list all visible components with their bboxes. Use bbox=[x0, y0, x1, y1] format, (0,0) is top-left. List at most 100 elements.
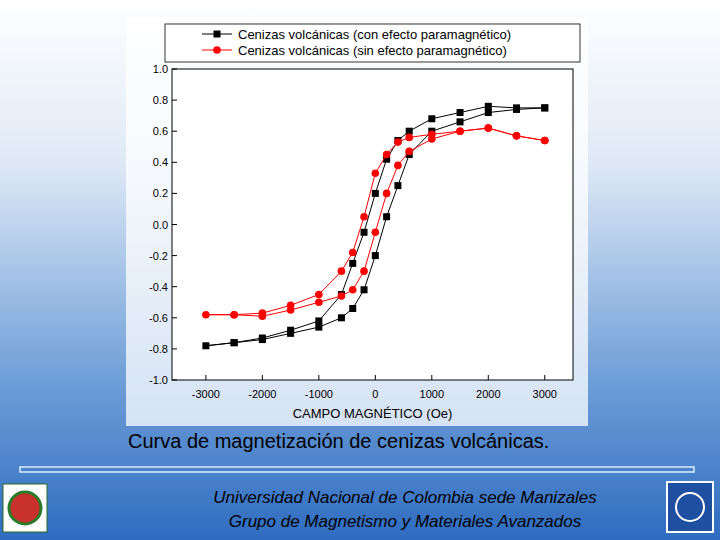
point bbox=[231, 339, 238, 346]
point bbox=[349, 260, 356, 267]
point bbox=[259, 336, 266, 343]
y-tick bbox=[172, 131, 177, 132]
x-tick-label: 1000 bbox=[420, 388, 444, 400]
point bbox=[456, 127, 464, 135]
point bbox=[287, 306, 295, 314]
point bbox=[315, 298, 323, 306]
x-tick bbox=[544, 375, 545, 380]
x-tick bbox=[488, 375, 489, 380]
point bbox=[372, 228, 380, 236]
point bbox=[394, 162, 402, 170]
point bbox=[338, 267, 346, 275]
plot-data bbox=[202, 103, 548, 349]
point bbox=[457, 109, 464, 116]
series-line bbox=[206, 128, 545, 316]
plot-frame bbox=[172, 69, 573, 380]
y-tick bbox=[172, 380, 177, 381]
y-tick-label: 0.6 bbox=[153, 125, 168, 137]
y-tick bbox=[172, 69, 177, 70]
point bbox=[338, 292, 346, 300]
y-tick-label: -0.4 bbox=[149, 281, 168, 293]
point bbox=[361, 229, 368, 236]
point bbox=[394, 182, 401, 189]
legend-text: Cenizas volcánicas (con efecto paramagné… bbox=[238, 27, 511, 42]
point bbox=[541, 104, 548, 111]
logo-left bbox=[3, 484, 47, 532]
point bbox=[349, 249, 357, 257]
x-axis-label: CAMPO MAGNÉTICO (Oe) bbox=[293, 406, 453, 421]
y-tick-label: -0.2 bbox=[149, 250, 168, 262]
point bbox=[394, 138, 402, 146]
y-tick bbox=[172, 286, 177, 287]
point bbox=[361, 286, 368, 293]
legend-text: Cenizas volcánicas (sin efecto paramagné… bbox=[238, 43, 507, 58]
x-tick bbox=[375, 375, 376, 380]
footer-text: Universidad Nacional de Colombia sede Ma… bbox=[213, 488, 597, 507]
point bbox=[259, 312, 267, 320]
x-tick bbox=[205, 375, 206, 380]
point bbox=[456, 127, 464, 135]
legend-marker bbox=[214, 31, 221, 38]
point bbox=[231, 339, 238, 346]
x-tick-label: 0 bbox=[372, 388, 378, 400]
y-tick-label: 0.4 bbox=[153, 156, 168, 168]
y-tick-label: -1.0 bbox=[149, 374, 168, 386]
point bbox=[360, 267, 368, 275]
x-tick-label: -3000 bbox=[192, 388, 220, 400]
y-tick bbox=[172, 224, 177, 225]
y-tick-label: -0.8 bbox=[149, 343, 168, 355]
x-tick bbox=[431, 375, 432, 380]
x-tick-label: 2000 bbox=[476, 388, 500, 400]
point bbox=[230, 311, 238, 319]
x-tick bbox=[318, 375, 319, 380]
point bbox=[287, 330, 294, 337]
legend-box bbox=[165, 24, 580, 62]
point bbox=[315, 291, 323, 299]
point bbox=[360, 213, 368, 221]
point bbox=[513, 132, 521, 140]
series-line bbox=[206, 106, 545, 345]
logo-left-emblem bbox=[9, 492, 41, 524]
point bbox=[513, 132, 521, 140]
point bbox=[428, 135, 436, 143]
y-tick bbox=[172, 317, 177, 318]
point bbox=[372, 190, 379, 197]
point bbox=[315, 324, 322, 331]
logo-right-emblem bbox=[676, 493, 704, 521]
logo-right bbox=[667, 482, 713, 532]
point bbox=[541, 137, 549, 145]
point bbox=[541, 104, 548, 111]
point bbox=[338, 314, 345, 321]
point bbox=[349, 286, 357, 294]
y-tick bbox=[172, 193, 177, 194]
x-tick-label: 3000 bbox=[533, 388, 557, 400]
x-tick-label: -1000 bbox=[305, 388, 333, 400]
point bbox=[405, 148, 413, 156]
caption: Curva de magnetización de cenizas volcán… bbox=[128, 430, 549, 452]
y-tick-label: 0.8 bbox=[153, 94, 168, 106]
chart-panel bbox=[126, 18, 588, 426]
separator bbox=[20, 467, 694, 472]
y-tick-label: 1.0 bbox=[153, 63, 168, 75]
y-tick bbox=[172, 100, 177, 101]
y-tick-label: 0.0 bbox=[153, 219, 168, 231]
point bbox=[484, 124, 492, 132]
point bbox=[405, 134, 413, 142]
slide: -3000-2000-10000100020003000-1.0-0.8-0.6… bbox=[0, 0, 720, 540]
legend-marker bbox=[213, 46, 221, 54]
point bbox=[202, 342, 209, 349]
footer-text: Grupo de Magnetismo y Materiales Avanzad… bbox=[229, 512, 582, 531]
point bbox=[541, 137, 549, 145]
point bbox=[383, 213, 390, 220]
point bbox=[485, 109, 492, 116]
point bbox=[372, 252, 379, 259]
y-tick bbox=[172, 348, 177, 349]
point bbox=[457, 118, 464, 125]
point bbox=[230, 311, 238, 319]
point bbox=[484, 124, 492, 132]
y-tick bbox=[172, 162, 177, 163]
point bbox=[202, 311, 210, 319]
x-tick bbox=[262, 375, 263, 380]
point bbox=[349, 305, 356, 312]
point bbox=[485, 103, 492, 110]
